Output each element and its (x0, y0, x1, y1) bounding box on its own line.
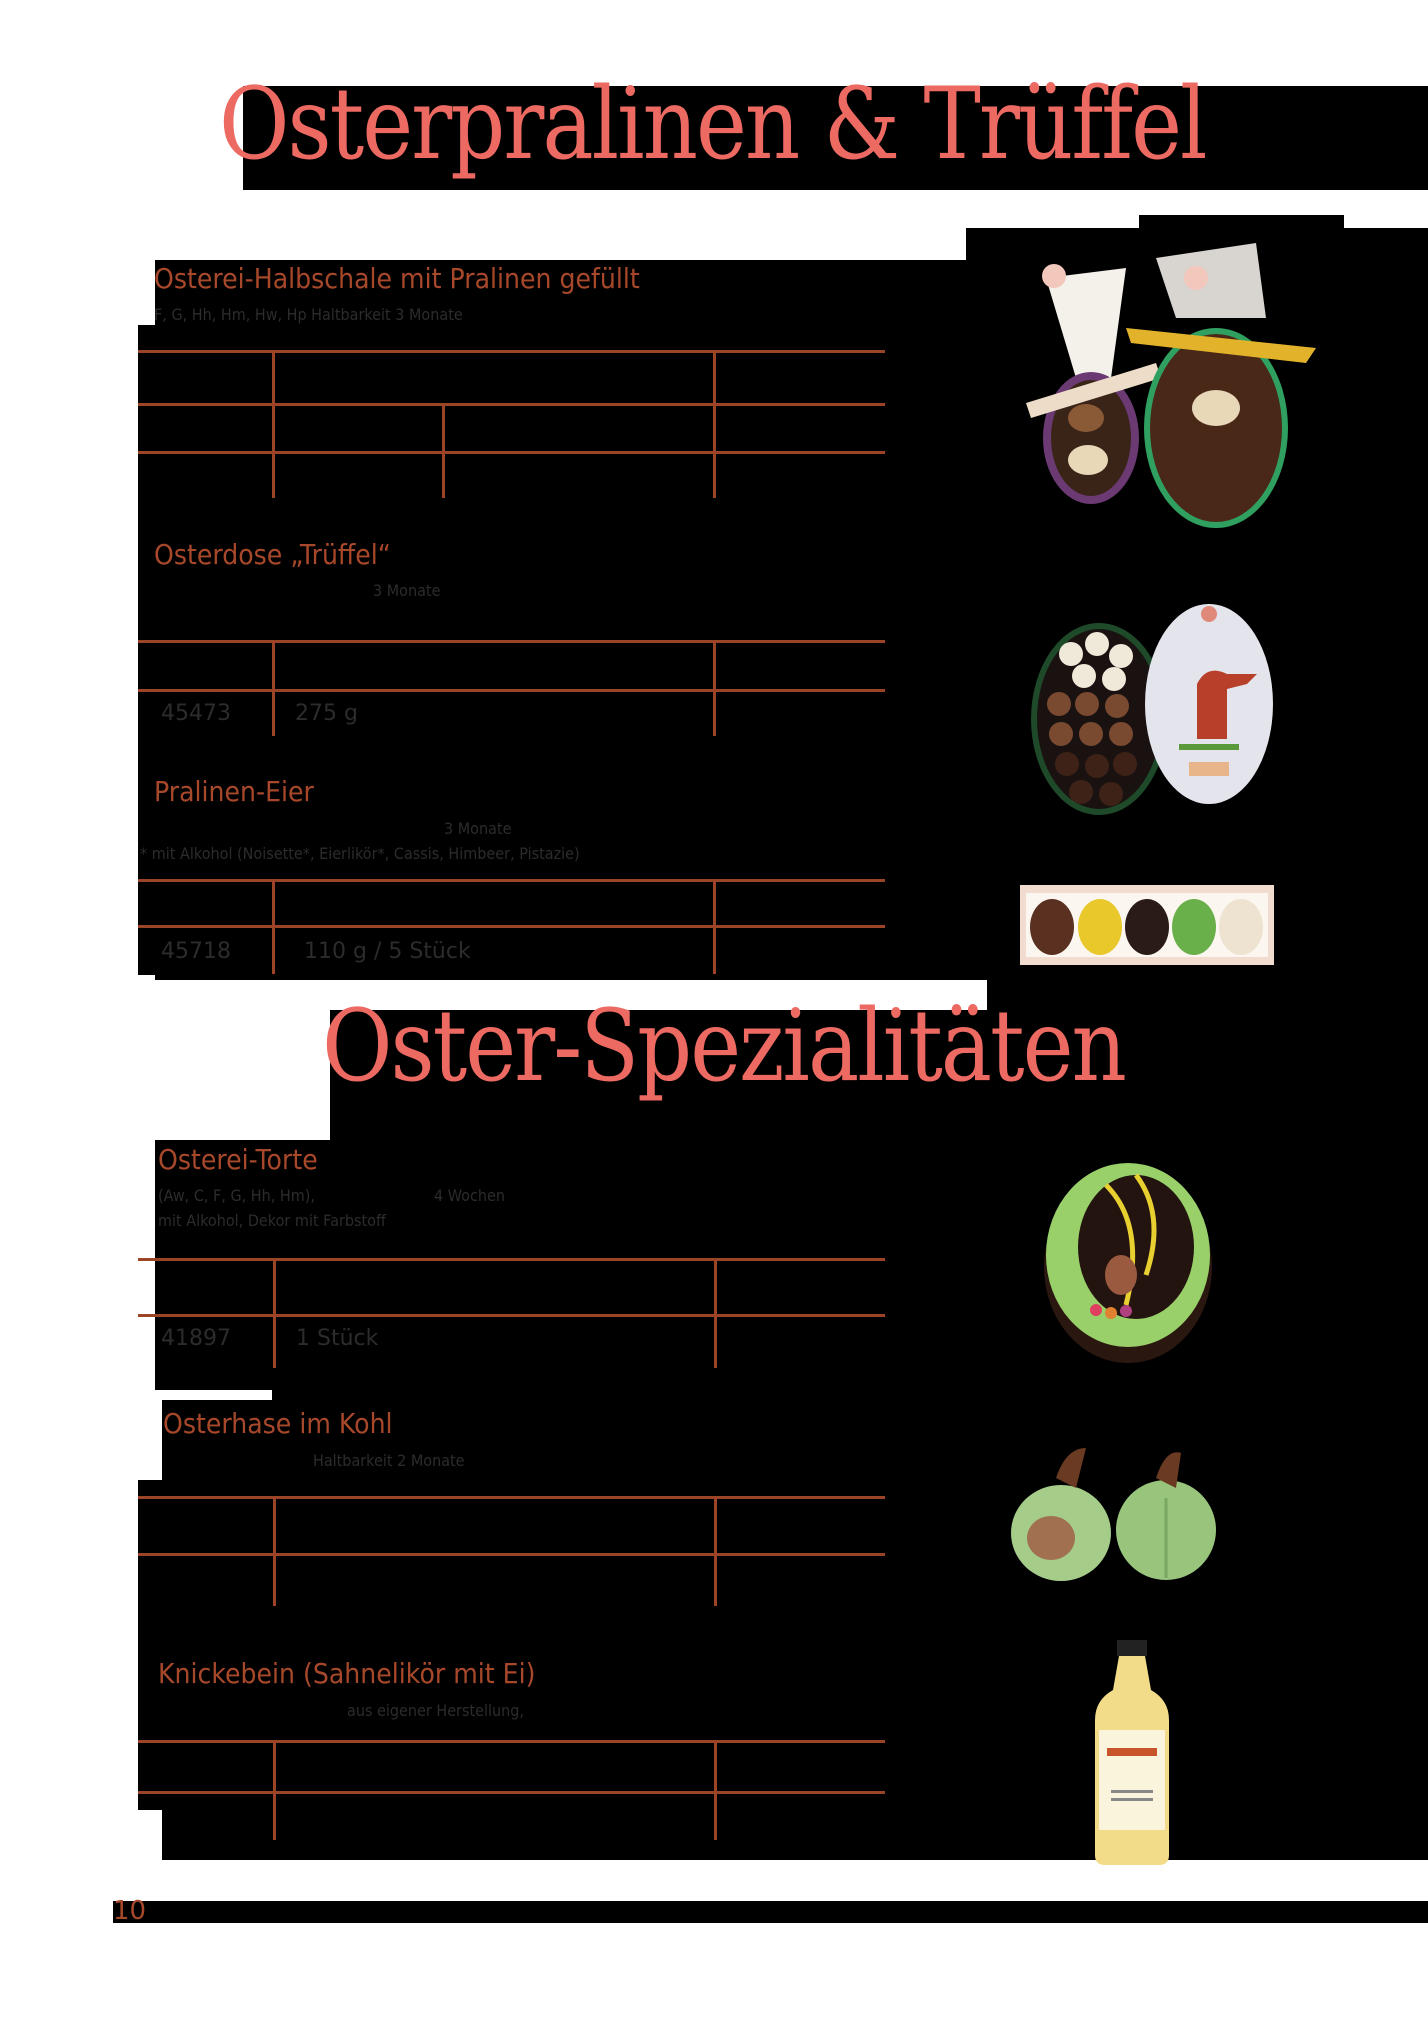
table-rule (138, 1553, 885, 1556)
table-rule (138, 1314, 885, 1317)
section-title: Oster-Spezialitäten (322, 989, 1127, 1105)
table-rule (138, 403, 885, 406)
table-divider (273, 1741, 276, 1840)
table-rule (138, 689, 885, 692)
product-info: 3 Monate (444, 819, 512, 838)
table-rule (138, 1791, 885, 1794)
five-praline-eggs-image (1020, 885, 1274, 965)
egg-liqueur-bottle-image (1095, 1640, 1169, 1865)
content-band-1-left (138, 325, 168, 975)
table-rule (138, 1258, 885, 1261)
content-amount: 110 g / 5 Stück (304, 939, 471, 964)
table-rule (138, 1740, 885, 1743)
table-divider (713, 351, 716, 498)
easter-egg-halves-in-gift-bags-image (1026, 243, 1316, 528)
product-title: Knickebein (Sahnelikör mit Ei) (158, 1657, 536, 1690)
content-band-3 (162, 1400, 1428, 1860)
product-title: Osterei-Halbschale mit Pralinen gefüllt (154, 262, 640, 295)
content-band-3-left (138, 1480, 168, 1810)
article-number: 45473 (161, 701, 231, 726)
table-divider (272, 641, 275, 736)
product-info: 3 Monate (373, 581, 441, 600)
egg-shaped-truffle-box-image (1031, 604, 1273, 815)
table-divider (272, 351, 275, 498)
table-rule (138, 640, 885, 643)
table-divider (714, 1497, 717, 1606)
content-amount: 275 g (295, 701, 358, 726)
image-band-top (1139, 215, 1344, 235)
page-number: 10 (113, 1896, 147, 1926)
table-divider (272, 880, 275, 974)
product-info-shelf-life: 4 Wochen (434, 1186, 505, 1205)
product-info: (Aw, C, F, G, Hh, Hm), (158, 1186, 315, 1205)
content-band-2 (155, 1140, 1428, 1390)
table-divider (713, 880, 716, 974)
table-divider (442, 404, 445, 498)
product-title: Osterdose „Trüffel“ (154, 538, 391, 571)
product-note: * mit Alkohol (Noisette*, Eierlikör*, Ca… (140, 844, 580, 863)
product-title: Pralinen-Eier (154, 775, 314, 808)
article-number: 41897 (161, 1326, 231, 1351)
content-amount: 1 Stück (296, 1326, 379, 1351)
table-rule (138, 925, 885, 928)
product-info: aus eigener Herstellung, (347, 1701, 524, 1720)
product-info: Haltbarkeit 2 Monate (313, 1451, 465, 1470)
product-title: Osterei-Torte (158, 1143, 318, 1176)
title-band-2 (330, 1010, 1428, 1140)
product-title: Osterhase im Kohl (163, 1407, 393, 1440)
table-rule (138, 451, 885, 454)
table-rule (138, 350, 885, 353)
table-divider (273, 1497, 276, 1606)
article-number: 45718 (161, 939, 231, 964)
product-note: mit Alkohol, Dekor mit Farbstoff (158, 1211, 386, 1230)
marzipan-bunny-in-cabbage-image (1011, 1448, 1216, 1581)
table-divider (714, 1259, 717, 1368)
footer-band (113, 1901, 1428, 1923)
product-info: F, G, Hh, Hm, Hw, Hp Haltbarkeit 3 Monat… (154, 305, 463, 324)
section-title: Osterpralinen & Trüffel (219, 67, 1207, 183)
table-divider (713, 641, 716, 736)
table-rule (138, 879, 885, 882)
table-rule (138, 1496, 885, 1499)
title-band-1 (243, 86, 1428, 190)
table-divider (714, 1741, 717, 1840)
table-divider (273, 1259, 276, 1368)
easter-egg-cake-image (1044, 1163, 1212, 1363)
